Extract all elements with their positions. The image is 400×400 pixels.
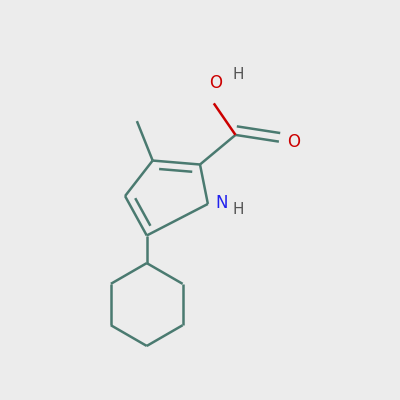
Text: H: H (233, 67, 244, 82)
Text: N: N (215, 194, 228, 212)
Text: O: O (209, 74, 222, 92)
Text: O: O (287, 133, 300, 151)
Text: H: H (232, 202, 244, 217)
